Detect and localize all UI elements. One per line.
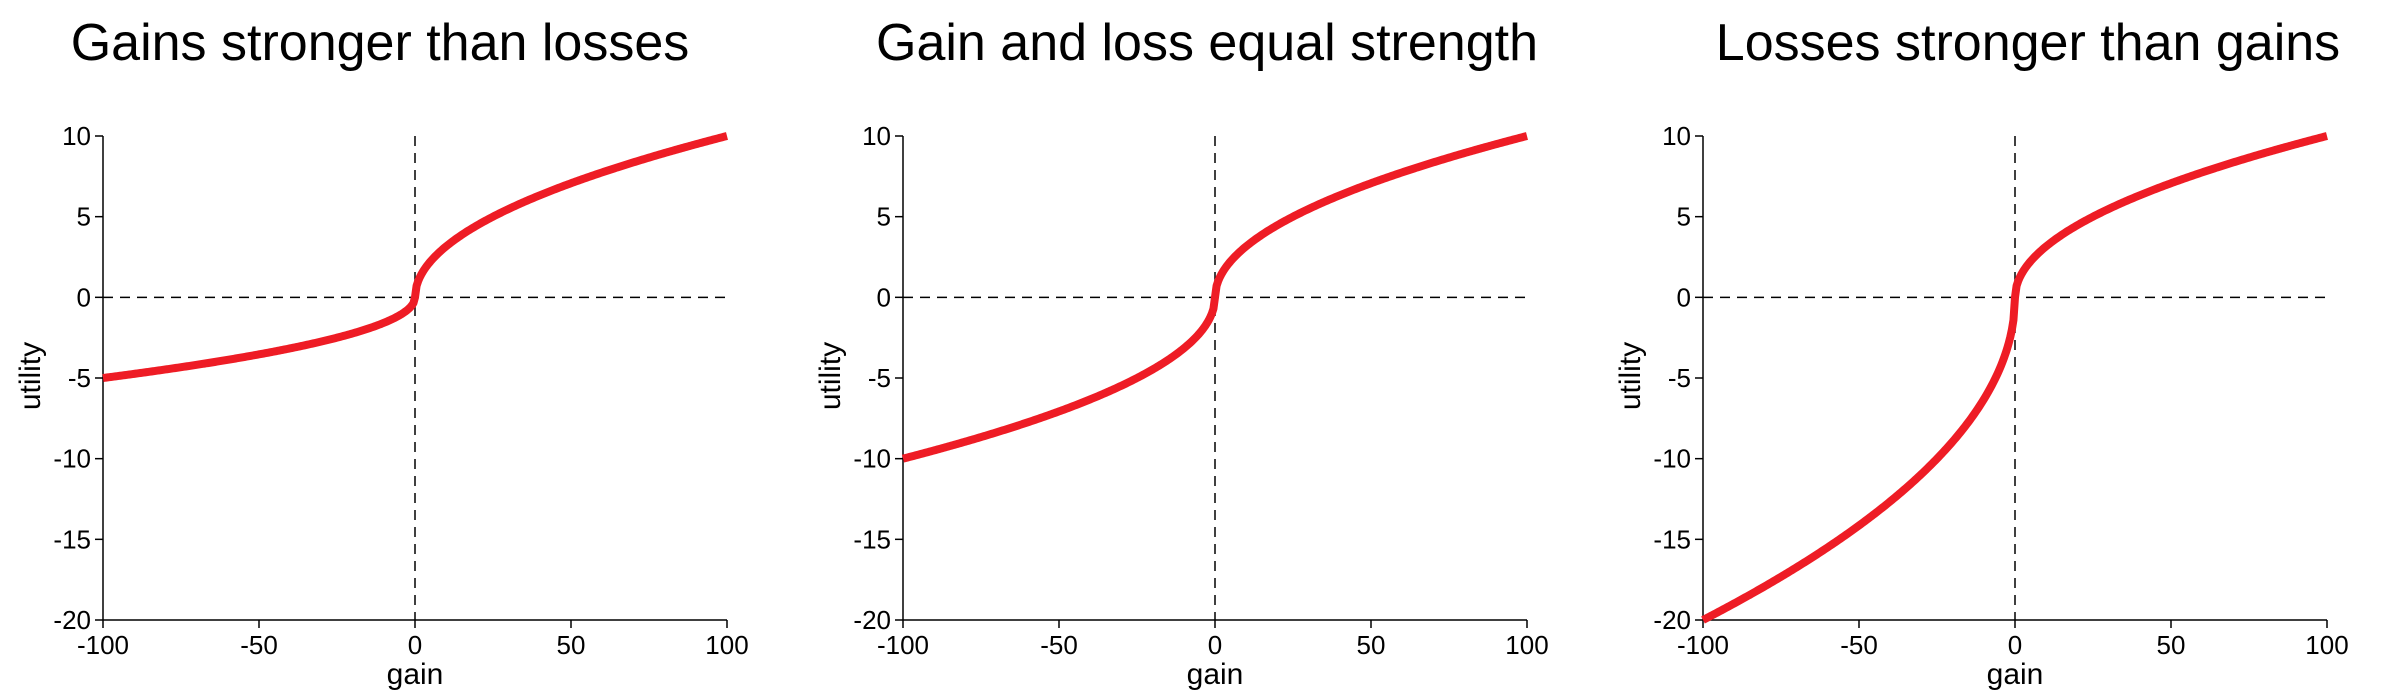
x-tick-label: 50 xyxy=(2157,630,2186,660)
x-axis-label: gain xyxy=(1987,658,2044,691)
chart-svg-2: Gain and loss equal strength 1050-5-10-1… xyxy=(814,14,1549,691)
y-tick-label: -10 xyxy=(1653,444,1691,474)
y-axis-label: utility xyxy=(814,342,847,410)
y-tick-label: -5 xyxy=(1668,363,1691,393)
y-tick-label: -5 xyxy=(68,363,91,393)
y-tick-label: 10 xyxy=(862,121,891,151)
y-tick-label: 5 xyxy=(1677,202,1691,232)
y-tick-label: 5 xyxy=(77,202,91,232)
x-tick-label: 100 xyxy=(2305,630,2348,660)
y-tick-label: -15 xyxy=(1653,524,1691,554)
chart-svg-1: Gains stronger than losses 1050-5-10-15-… xyxy=(14,14,749,691)
x-tick-label: 50 xyxy=(557,630,586,660)
x-tick-label: -100 xyxy=(1677,630,1729,660)
y-tick-label: -15 xyxy=(853,524,891,554)
y-tick-label: -10 xyxy=(53,444,91,474)
y-axis-label: utility xyxy=(14,342,47,410)
chart-panel-2: Gain and loss equal strength 10 5 0 -5 -10 -1… xyxy=(800,0,1597,692)
x-tick-label: 100 xyxy=(1505,630,1548,660)
chart-panel-3: Losses stronger than gains 10 5 0 -5 -10 -15-… xyxy=(1600,0,2392,692)
chart-title: Losses stronger than gains xyxy=(1716,14,2340,72)
y-tick-label: 0 xyxy=(1677,282,1691,312)
y-tick-label: -5 xyxy=(868,363,891,393)
y-tick-label: -15 xyxy=(53,524,91,554)
x-tick-label: -100 xyxy=(877,630,929,660)
y-axis-label: utility xyxy=(1614,342,1647,410)
x-tick-label: -100 xyxy=(77,630,129,660)
x-tick-label: 100 xyxy=(705,630,748,660)
chart-panel-1: Gains stronger than losses 10 5 0 -5 -10 -15-… xyxy=(0,0,797,692)
chart-title: Gain and loss equal strength xyxy=(876,14,1538,72)
x-axis-label: gain xyxy=(387,658,444,691)
y-tick-label: -20 xyxy=(853,605,891,635)
y-tick-label: -20 xyxy=(53,605,91,635)
y-tick-label: 10 xyxy=(62,121,91,151)
x-axis-label: gain xyxy=(1187,658,1244,691)
y-tick-label: -20 xyxy=(1653,605,1691,635)
utility-curve xyxy=(900,132,1530,463)
utility-curve xyxy=(1700,132,2330,624)
y-tick-label: 0 xyxy=(877,282,891,312)
chart-title: Gains stronger than losses xyxy=(71,14,690,72)
x-tick-label: 50 xyxy=(1357,630,1386,660)
x-tick-label: 0 xyxy=(2008,630,2022,660)
x-tick-label: -50 xyxy=(240,630,278,660)
y-tick-label: 10 xyxy=(1662,121,1691,151)
y-tick-label: 0 xyxy=(77,282,91,312)
chart-svg-3: Losses stronger than gains 1050-5-10-15-… xyxy=(1614,14,2349,691)
y-tick-label: 5 xyxy=(877,202,891,232)
x-tick-label: -50 xyxy=(1840,630,1878,660)
x-tick-label: -50 xyxy=(1040,630,1078,660)
y-tick-label: -10 xyxy=(853,444,891,474)
x-tick-label: 0 xyxy=(408,630,422,660)
x-tick-label: 0 xyxy=(1208,630,1222,660)
utility-curve xyxy=(100,132,730,382)
